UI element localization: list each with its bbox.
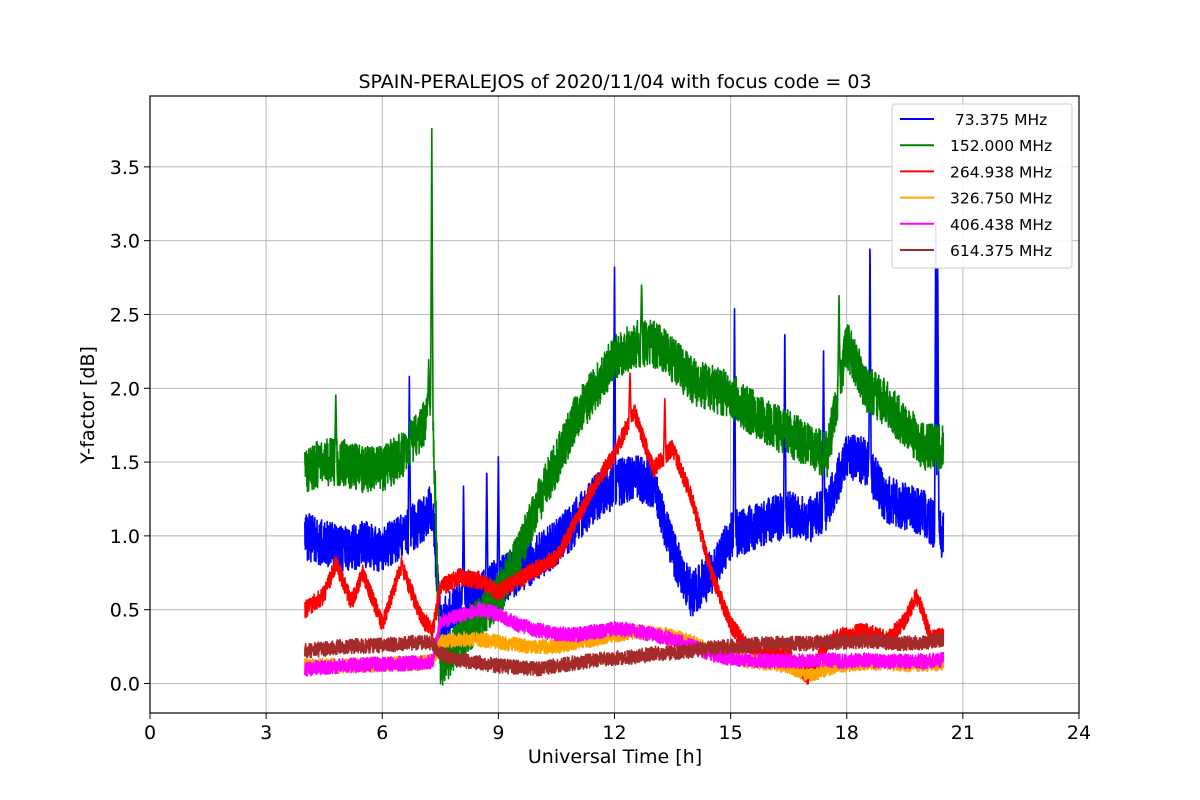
x-axis-label: Universal Time [h] — [528, 746, 702, 768]
legend-label-1: 152.000 MHz — [950, 137, 1052, 155]
x-tick-label: 12 — [602, 722, 626, 744]
series-line-4 — [304, 601, 945, 677]
x-tick-label: 3 — [260, 722, 272, 744]
series-line-0 — [304, 220, 945, 645]
x-tick-label: 18 — [835, 722, 859, 744]
x-tick-label: 0 — [144, 722, 156, 744]
legend-label-3: 326.750 MHz — [950, 190, 1052, 208]
x-tick-label: 9 — [492, 722, 504, 744]
y-tick-label: 3.5 — [110, 157, 140, 179]
legend-label-2: 264.938 MHz — [950, 163, 1052, 181]
series-line-5 — [304, 632, 945, 677]
legend: 73.375 MHz 152.000 MHz 264.938 MHz 326.750 … — [891, 103, 1073, 269]
x-axis: 0 3 6 9 12 15 18 21 24 — [144, 713, 1091, 744]
y-tick-label: 3.0 — [110, 231, 140, 253]
chart-title: SPAIN-PERALEJOS of 2020/11/04 with focus… — [358, 71, 871, 93]
series-line-1 — [304, 127, 945, 686]
x-tick-label: 24 — [1067, 722, 1091, 744]
y-tick-label: 1.0 — [110, 526, 140, 548]
legend-label-0: 73.375 MHz — [950, 111, 1047, 129]
y-axis-label: Y-factor [dB] — [77, 346, 99, 465]
legend-label-5: 614.375 MHz — [950, 242, 1052, 260]
y-axis: 0.0 0.5 1.0 1.5 2.0 2.5 3.0 3.5 — [110, 157, 150, 695]
y-tick-label: 0.5 — [110, 600, 140, 622]
y-tick-label: 2.5 — [110, 304, 140, 326]
x-tick-label: 6 — [376, 722, 388, 744]
y-tick-label: 2.0 — [110, 378, 140, 400]
series-layer — [304, 127, 945, 686]
y-tick-label: 0.0 — [110, 673, 140, 695]
x-tick-label: 21 — [951, 722, 975, 744]
legend-label-4: 406.438 MHz — [950, 216, 1052, 234]
legend-box — [891, 103, 1073, 269]
y-tick-label: 1.5 — [110, 452, 140, 474]
x-tick-label: 15 — [719, 722, 743, 744]
